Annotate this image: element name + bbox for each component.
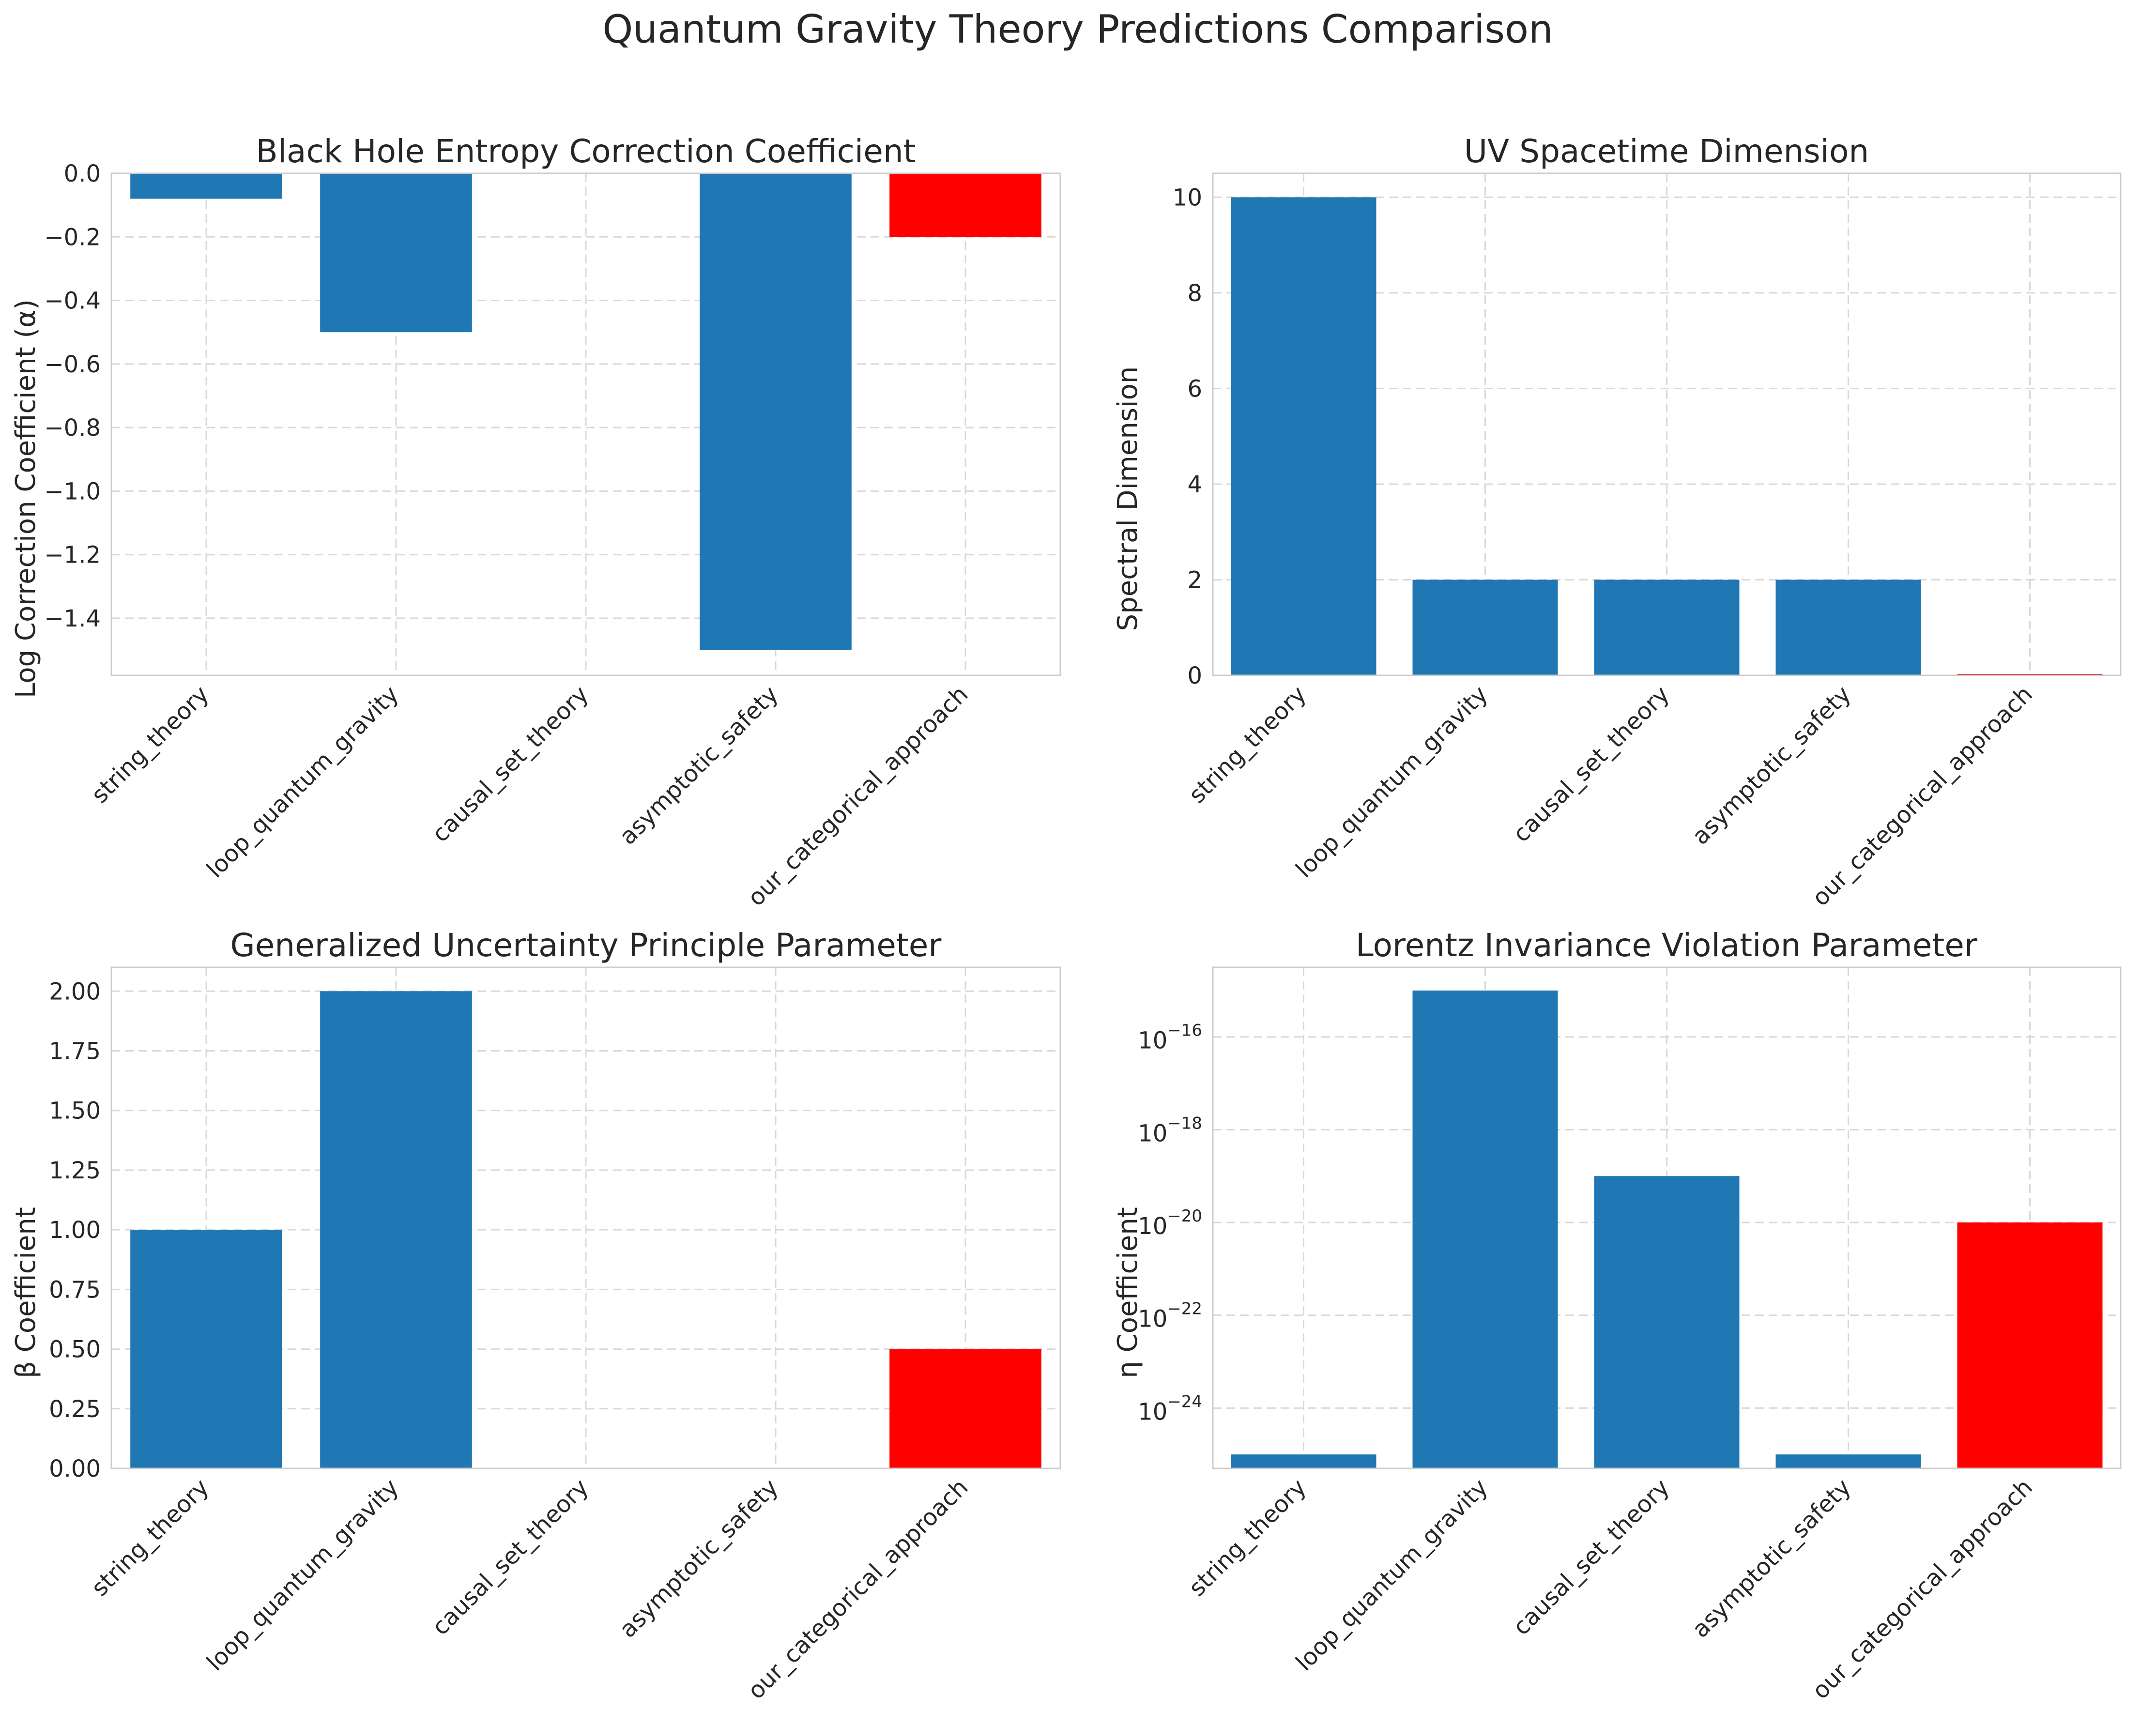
plot-frame [110, 966, 1061, 1469]
x-tick-label: our_categorical_approach [1807, 681, 2038, 912]
x-tick-label: string_theory [86, 681, 214, 809]
y-axis-label: η Coefficient [1112, 1207, 1144, 1378]
x-tick-label: our_categorical_approach [743, 1474, 974, 1705]
bars [1231, 990, 2103, 1468]
panel-title: Lorentz Invariance Violation Parameter [1356, 927, 1978, 964]
y-axis-label: Log Correction Coefficient (α) [10, 299, 42, 698]
y-tick-label: −1.4 [44, 605, 101, 632]
bar-string-theory [130, 1230, 282, 1468]
bars [130, 991, 1041, 1468]
bar-string-theory [130, 173, 282, 199]
x-tick-label: causal_set_theory [427, 681, 594, 848]
bar-string-theory [1231, 1454, 1376, 1468]
y-tick-labels: 0.00 0.25 0.50 0.75 1.00 1.25 1.50 1.75 2.00 [49, 978, 101, 1482]
bar-asymptotic-safety [1775, 1454, 1921, 1468]
y-tick-label: −0.4 [44, 288, 101, 315]
bar-causal-set-theory [1594, 580, 1740, 675]
y-tick-label: 1.50 [49, 1098, 101, 1125]
x-tick-label: string_theory [1183, 681, 1312, 809]
bar-loop-quantum-gravity [320, 173, 472, 333]
y-tick-label: 4 [1187, 471, 1202, 498]
y-tick-label: 1.25 [49, 1157, 101, 1184]
x-tick-label: causal_set_theory [1508, 681, 1675, 848]
panel-lorentz-invariance-violation: Lorentz Invariance Violation Parameter η… [1112, 927, 2122, 1705]
x-tick-label: causal_set_theory [427, 1474, 594, 1641]
x-tick-label: our_categorical_approach [743, 681, 974, 912]
y-tick-label: 0 [1187, 662, 1202, 689]
y-tick-label: −1.2 [44, 542, 101, 569]
x-tick-label: loop_quantum_gravity [201, 1474, 404, 1677]
x-tick-label: string_theory [1183, 1474, 1312, 1602]
bar-loop-quantum-gravity [1412, 990, 1558, 1468]
y-tick-label: 10−16 [1138, 1021, 1202, 1054]
bar-asymptotic-safety [1775, 580, 1921, 675]
bar-string-theory [1231, 197, 1376, 675]
y-axis-label: β Coefficient [10, 1207, 42, 1378]
y-tick-label: 10−22 [1138, 1299, 1202, 1333]
bar-causal-set-theory [1594, 1176, 1740, 1468]
bar-asymptotic-safety [700, 173, 852, 650]
bar-loop-quantum-gravity [1412, 580, 1558, 675]
y-tick-label: 0.25 [49, 1396, 101, 1423]
bar-our-categorical-approach [889, 173, 1041, 237]
y-tick-label: 1.75 [49, 1038, 101, 1065]
y-tick-label: 10−18 [1138, 1114, 1202, 1147]
y-tick-label: −1.0 [44, 478, 101, 505]
figure-title: Quantum Gravity Theory Predictions Compa… [602, 7, 1553, 52]
panel-title: UV Spacetime Dimension [1464, 133, 1869, 170]
plot-frame [1212, 966, 2122, 1469]
bars [130, 173, 1041, 650]
y-tick-labels: 0 2 4 6 8 10 [1173, 184, 1202, 689]
x-tick-label: loop_quantum_gravity [201, 681, 404, 884]
grid [111, 172, 1060, 675]
x-tick-label: asymptotic_safety [614, 681, 784, 850]
bar-our-categorical-approach [1957, 1222, 2103, 1468]
y-tick-label: 10−20 [1138, 1206, 1202, 1240]
y-tick-label: 8 [1187, 280, 1202, 307]
y-tick-label: 2.00 [49, 978, 101, 1005]
bars [1231, 197, 2103, 675]
panel-title: Generalized Uncertainty Principle Parame… [230, 927, 942, 964]
y-tick-label: 0.0 [64, 160, 101, 187]
y-tick-label: 0.75 [49, 1276, 101, 1303]
x-tick-label: loop_quantum_gravity [1290, 681, 1493, 884]
y-tick-label: 0.00 [49, 1455, 101, 1482]
y-tick-label: −0.2 [44, 224, 101, 251]
panel-uv-spacetime-dimension: UV Spacetime Dimension Spectral Dimensio… [1112, 133, 2122, 912]
x-tick-label: asymptotic_safety [614, 1474, 784, 1643]
x-tick-label: our_categorical_approach [1807, 1474, 2038, 1705]
y-tick-labels: 10−24 10−22 10−20 10−18 10−16 [1138, 1021, 1202, 1426]
x-tick-label: asymptotic_safety [1687, 681, 1856, 850]
x-tick-label: causal_set_theory [1508, 1474, 1675, 1641]
y-tick-label: −0.6 [44, 351, 101, 378]
x-tick-label: loop_quantum_gravity [1290, 1474, 1493, 1677]
plot-frame [1212, 172, 2122, 676]
y-tick-label: 1.00 [49, 1217, 101, 1244]
y-tick-label: 0.50 [49, 1336, 101, 1363]
y-tick-labels: 0.0 −0.2 −0.4 −0.6 −0.8 −1.0 −1.2 −1.4 [44, 160, 101, 632]
panel-title: Black Hole Entropy Correction Coefficien… [256, 133, 916, 170]
y-axis-label: Spectral Dimension [1112, 366, 1144, 631]
x-tick-label: asymptotic_safety [1687, 1474, 1856, 1643]
y-tick-label: 6 [1187, 375, 1202, 402]
x-tick-label: string_theory [86, 1474, 214, 1602]
y-tick-label: 2 [1187, 566, 1202, 594]
y-tick-label: 10 [1173, 184, 1202, 211]
bar-our-categorical-approach [889, 1349, 1041, 1468]
y-tick-label: −0.8 [44, 414, 101, 442]
panel-black-hole-entropy: Black Hole Entropy Correction Coefficien… [10, 133, 1061, 912]
plot-frame [110, 172, 1061, 676]
bar-loop-quantum-gravity [320, 991, 472, 1468]
panel-generalized-uncertainty: Generalized Uncertainty Principle Parame… [10, 927, 1061, 1705]
y-tick-label: 10−24 [1138, 1392, 1202, 1425]
